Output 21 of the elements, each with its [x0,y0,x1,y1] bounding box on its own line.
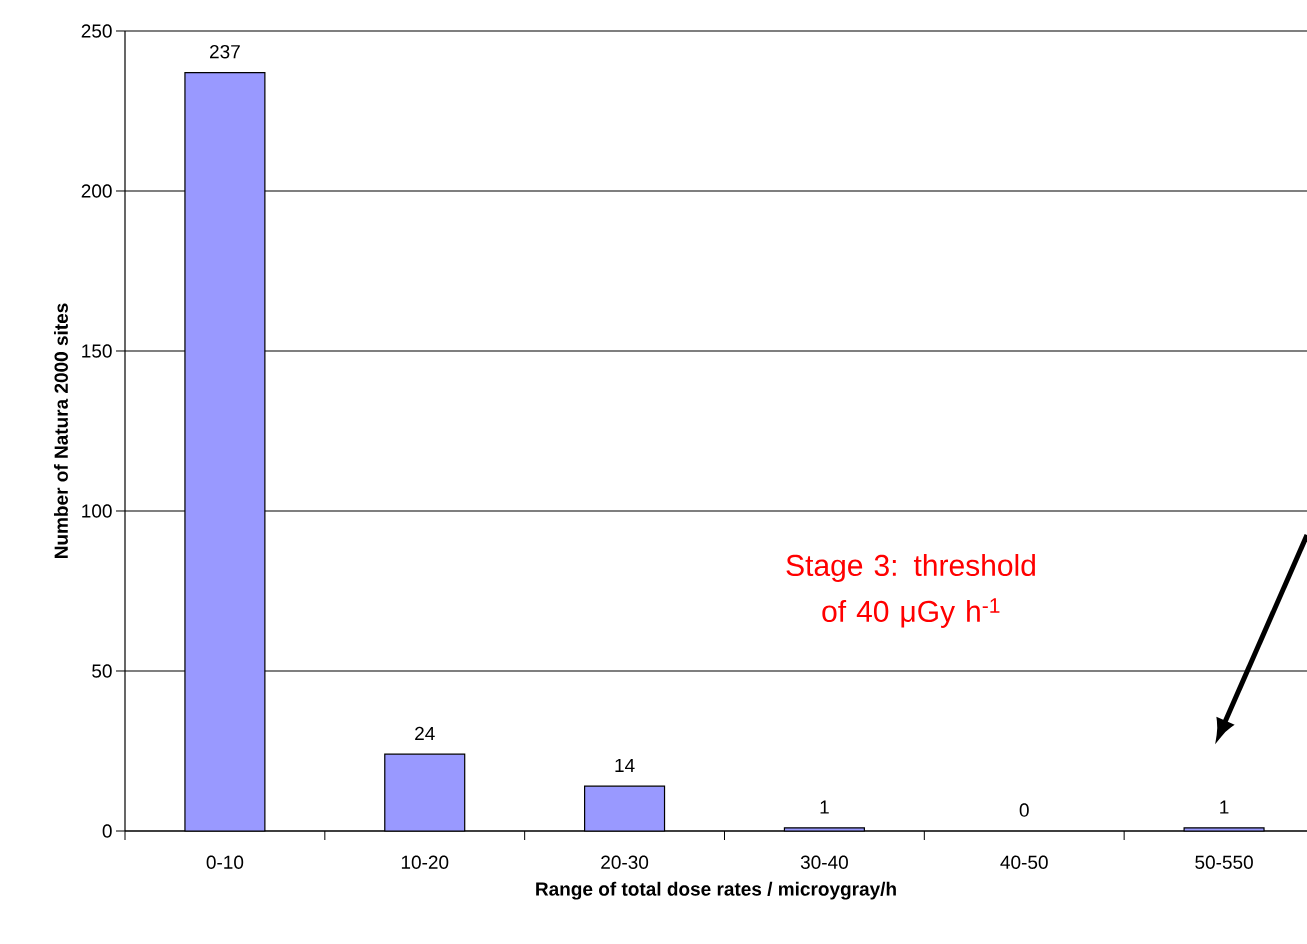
data-label: 1 [1220,800,1229,814]
data-label: 237 [210,44,240,59]
y-tick-label: 100 [82,504,112,518]
x-tick-label: 40-50 [1000,855,1048,869]
annotation: Stage 3: threshold of 40 μGy h$^{-1}$ [786,554,1035,628]
y-tick-label: 50 [92,664,112,678]
data-label: 0 [1019,803,1029,817]
y-tick-label: 250 [81,24,112,38]
x-tick-label: 20-30 [601,855,649,869]
x-tick-label: 30-40 [800,855,848,869]
data-label: 24 [415,726,435,740]
y-tick-label: 200 [81,184,112,198]
x-tick-label: 10-20 [401,855,449,869]
x-tick-label: 0-10 [206,855,244,869]
x-axis-title: Range of total dose rates / microygray/h [536,881,896,900]
y-tick-label: 150 [82,344,112,358]
data-label: 1 [820,800,829,814]
y-tick-label: 0 [102,824,112,838]
y-axis-title: Number of Natura 2000 sites [53,303,68,559]
data-label: 14 [615,758,635,772]
x-tick-label: 50-550 [1195,855,1253,869]
